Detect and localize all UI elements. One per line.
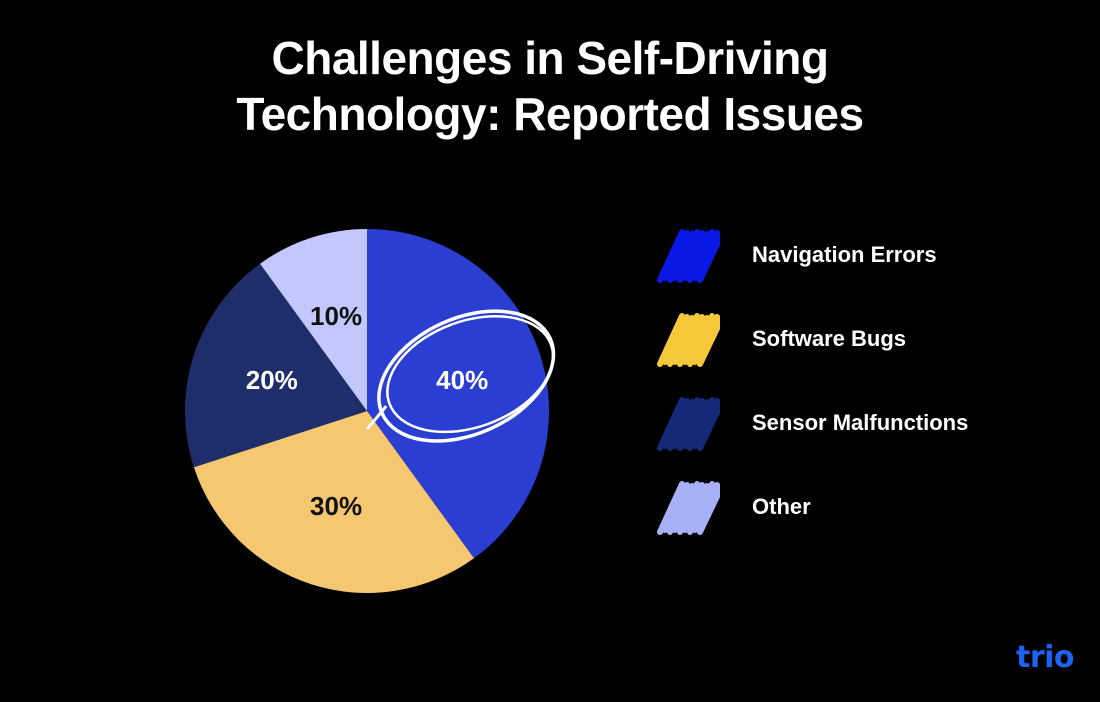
legend-item-navigation-errors: Navigation Errors (650, 222, 1070, 306)
pie-value-labels: 40% 30% 20% 10% (246, 301, 488, 521)
chart-title-line-2: Technology: Reported Issues (236, 88, 864, 140)
legend-swatch-software-bugs (657, 313, 720, 367)
pie-label-software-bugs: 30% (310, 491, 362, 521)
legend-item-other: Other (650, 474, 1070, 558)
pie-slices (184, 229, 549, 593)
pie-label-navigation-errors: 40% (436, 365, 488, 395)
legend-swatch-navigation-errors (657, 229, 720, 283)
pie-label-sensor-malfunctions: 20% (246, 365, 298, 395)
chart-title: Challenges in Self-Driving Technology: R… (0, 30, 1100, 142)
legend-swatch-sensor-malfunctions (657, 397, 720, 451)
highlight-circle (377, 309, 556, 443)
swatch-scribble (657, 397, 720, 451)
legend-label-other: Other (752, 494, 811, 519)
swatch-scribble (657, 481, 720, 535)
highlight-scribble (365, 309, 556, 443)
legend-swatch-other (657, 481, 720, 535)
swatch-scribble (657, 313, 720, 367)
highlight-circle-inner (386, 314, 555, 434)
legend-label-software-bugs: Software Bugs (752, 326, 907, 351)
legend-label-sensor-malfunctions: Sensor Malfunctions (752, 410, 969, 435)
pie-slice-other (260, 229, 367, 411)
legend-label-navigation-errors: Navigation Errors (752, 242, 937, 267)
legend-item-software-bugs: Software Bugs (650, 306, 1070, 390)
legend: Navigation Errors Software Bugs Sensor M… (650, 222, 1070, 558)
highlight-tail (365, 405, 388, 430)
swatch-scribble (657, 229, 720, 283)
pie-slice-sensor-malfunctions (184, 263, 367, 468)
pie-label-other: 10% (310, 301, 362, 331)
legend-item-sensor-malfunctions: Sensor Malfunctions (650, 390, 1070, 474)
trio-logo: trio (1016, 640, 1075, 675)
chart-title-line-1: Challenges in Self-Driving (271, 32, 830, 84)
pie-slice-software-bugs (193, 411, 474, 593)
